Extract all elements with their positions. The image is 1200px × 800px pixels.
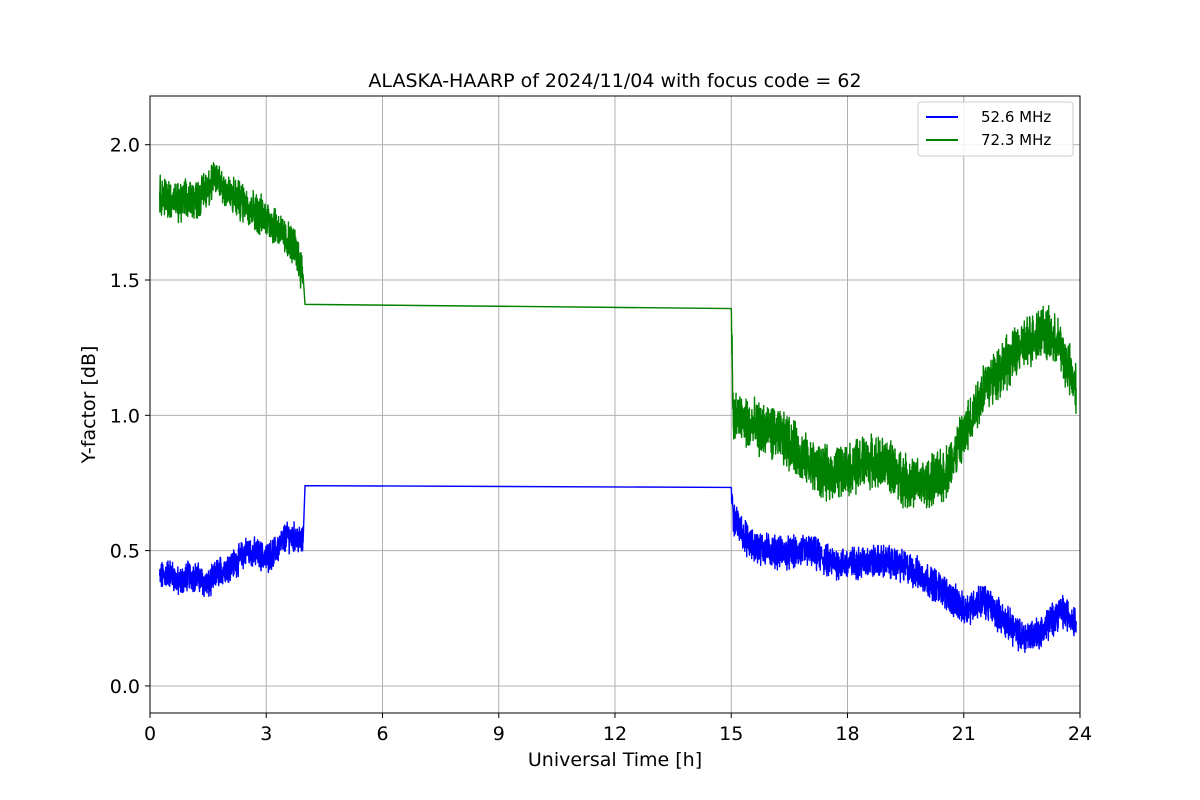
legend-box — [917, 101, 1074, 157]
legend-label-52-6-mhz: 52.6 MHz — [981, 108, 1051, 126]
ticks: 0 3 6 9 12 15 18 21 24 0.0 0.5 1.0 1.5 2.0 — [110, 135, 1092, 745]
series-line-1 — [158, 162, 1077, 509]
x-tick-label: 24 — [1068, 723, 1092, 745]
x-axis-title: Universal Time [h] — [528, 749, 702, 771]
grid — [149, 96, 1081, 713]
y-tick-label: 2.0 — [110, 135, 140, 157]
y-axis-title: Y-factor [dB] — [78, 346, 100, 465]
y-tick-label: 0.0 — [110, 676, 140, 698]
x-tick-label: 12 — [603, 723, 627, 745]
x-tick-label: 18 — [835, 723, 859, 745]
series-line-0 — [158, 484, 1077, 654]
y-tick-label: 1.0 — [110, 405, 140, 427]
series-layer — [158, 162, 1077, 654]
x-tick-label: 3 — [260, 723, 272, 745]
y-tick-label: 1.5 — [110, 270, 140, 292]
x-tick-label: 0 — [144, 723, 156, 745]
x-tick-label: 9 — [493, 723, 505, 745]
legend: 52.6 MHz 72.3 MHz — [917, 101, 1074, 157]
y-tick-label: 0.5 — [110, 541, 140, 563]
x-tick-label: 6 — [376, 723, 388, 745]
legend-label-72-3-mhz: 72.3 MHz — [981, 131, 1051, 149]
chart-title: ALASKA-HAARP of 2024/11/04 with focus co… — [368, 70, 861, 92]
x-tick-label: 21 — [952, 723, 976, 745]
x-tick-label: 15 — [719, 723, 743, 745]
